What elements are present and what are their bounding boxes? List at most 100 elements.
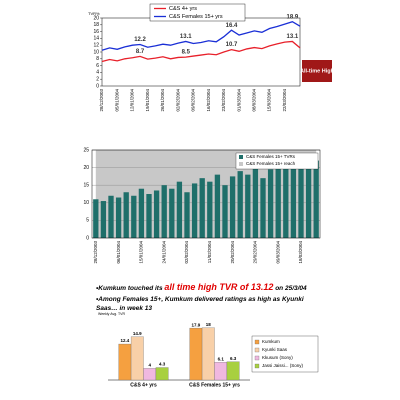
- x-tick-label: 29/02/2004: [253, 241, 258, 264]
- bar: [290, 160, 297, 238]
- bar: [245, 174, 251, 238]
- y-tick-label: 16: [93, 29, 99, 35]
- bar: [93, 199, 99, 238]
- x-tick-label: 05/01/2004: [114, 89, 119, 112]
- x-tick-label: 28/12/2003: [93, 241, 98, 264]
- data-label: 18: [206, 322, 212, 327]
- data-label: 6.3: [230, 356, 237, 361]
- data-label: 4.3: [159, 362, 166, 367]
- x-tick-label: 06/01/2004: [116, 241, 121, 264]
- x-tick-label: 15/03/2004: [267, 89, 272, 112]
- bar: [189, 327, 203, 381]
- data-label: 13.1: [287, 34, 299, 40]
- bar: [191, 183, 198, 238]
- bar: [207, 181, 213, 238]
- legend-swatch: [239, 162, 243, 166]
- bar: [161, 185, 167, 238]
- legend-label: Jassi Jaissi... (Sony): [262, 363, 304, 368]
- data-label: 4: [148, 363, 151, 368]
- note-1: •Kumkum touched its all time high TVR of…: [96, 283, 326, 293]
- y-tick-label: 20: [83, 165, 89, 171]
- legend-label: C&S Females 15+ reach: [246, 161, 296, 166]
- y-axis-label: TVR%: [88, 11, 100, 16]
- data-label: 8.7: [136, 49, 145, 55]
- bar: [229, 176, 236, 238]
- legend-box: [149, 3, 246, 22]
- bar: [153, 190, 160, 238]
- bar: [305, 157, 312, 238]
- x-tick-label: 24/01/2004: [161, 241, 166, 264]
- legend-label: Kyunki Saas: [262, 347, 288, 352]
- bar: [155, 367, 169, 381]
- bar: [237, 171, 243, 238]
- bar: [283, 167, 289, 238]
- x-tick-label: 26/01/2004: [160, 89, 165, 112]
- annotation: All-time High: [300, 68, 335, 74]
- bar: [199, 178, 205, 238]
- bar: [260, 178, 266, 238]
- data-label: 13.1: [180, 34, 192, 40]
- data-label: 8.5: [182, 50, 191, 56]
- bar: [169, 188, 175, 238]
- bar: [222, 185, 228, 238]
- data-label: 12.4: [120, 338, 129, 343]
- y-tick-label: 14: [93, 36, 99, 42]
- x-tick-label: 12/01/2004: [130, 89, 135, 112]
- bar: [108, 195, 114, 238]
- data-label: 10.7: [226, 42, 238, 48]
- legend-swatch: [254, 339, 260, 345]
- legend-swatch: [254, 355, 260, 361]
- x-tick-label: 11/02/2004: [207, 241, 212, 264]
- x-tick-label: 09/02/2004: [191, 89, 196, 112]
- y-tick-label: 20: [93, 15, 99, 21]
- bar: [146, 194, 152, 238]
- y-tick-label: 0: [96, 83, 99, 89]
- note-2: •Among Females 15+, Kumkum delivered rat…: [96, 296, 304, 312]
- note-text: •Kumkum touched its: [96, 285, 165, 292]
- data-label: 12.2: [134, 37, 146, 43]
- plot-frame: [91, 149, 321, 239]
- legend-swatch: [254, 347, 260, 353]
- bar: [100, 201, 107, 238]
- x-tick-label: C&S Females 15+ yrs: [189, 382, 240, 388]
- bar: [267, 169, 274, 238]
- y-tick-label: 18: [93, 22, 99, 28]
- y-axis-label: Weekly Avg. TVR: [98, 312, 126, 316]
- y-tick-label: 2: [96, 77, 99, 83]
- bar: [123, 192, 129, 238]
- bar: [298, 164, 304, 238]
- bar: [252, 167, 259, 238]
- legend-swatch: [239, 155, 243, 159]
- x-tick-label: 19/01/2004: [145, 89, 150, 112]
- bar: [184, 192, 190, 238]
- data-label: 18.9: [287, 14, 299, 20]
- legend-box: [235, 152, 319, 170]
- y-tick-label: 4: [96, 70, 99, 76]
- bar: [226, 361, 240, 381]
- bar: [115, 197, 122, 238]
- y-tick-label: 25: [83, 147, 89, 153]
- legend-label: C&S Females 15+ yrs: [169, 14, 223, 20]
- x-tick-label: 22/03/2004: [282, 89, 287, 112]
- y-tick-label: 6: [96, 63, 99, 69]
- legend-swatch: [254, 363, 260, 369]
- data-label: 17.9: [191, 322, 200, 327]
- bar: [176, 181, 183, 238]
- bar: [214, 362, 228, 381]
- x-tick-label: 02/02/2004: [184, 241, 189, 264]
- bar: [214, 174, 221, 238]
- x-tick-label: C&S 4+ yrs: [130, 382, 157, 388]
- bar: [131, 195, 137, 238]
- x-tick-label: 01/03/2004: [236, 89, 241, 112]
- bar: [201, 327, 215, 381]
- x-tick-label: 09/03/2004: [275, 241, 280, 264]
- legend-box: [251, 335, 319, 373]
- x-tick-label: 15/01/2004: [139, 241, 144, 264]
- y-tick-label: 10: [93, 49, 99, 55]
- annotation-box: [302, 60, 332, 82]
- bar: [313, 160, 319, 238]
- x-tick-label: 20/02/2004: [230, 241, 235, 264]
- legend-label: C&S Females 15+ TVRs: [246, 154, 296, 159]
- data-label: 6.1: [218, 356, 225, 361]
